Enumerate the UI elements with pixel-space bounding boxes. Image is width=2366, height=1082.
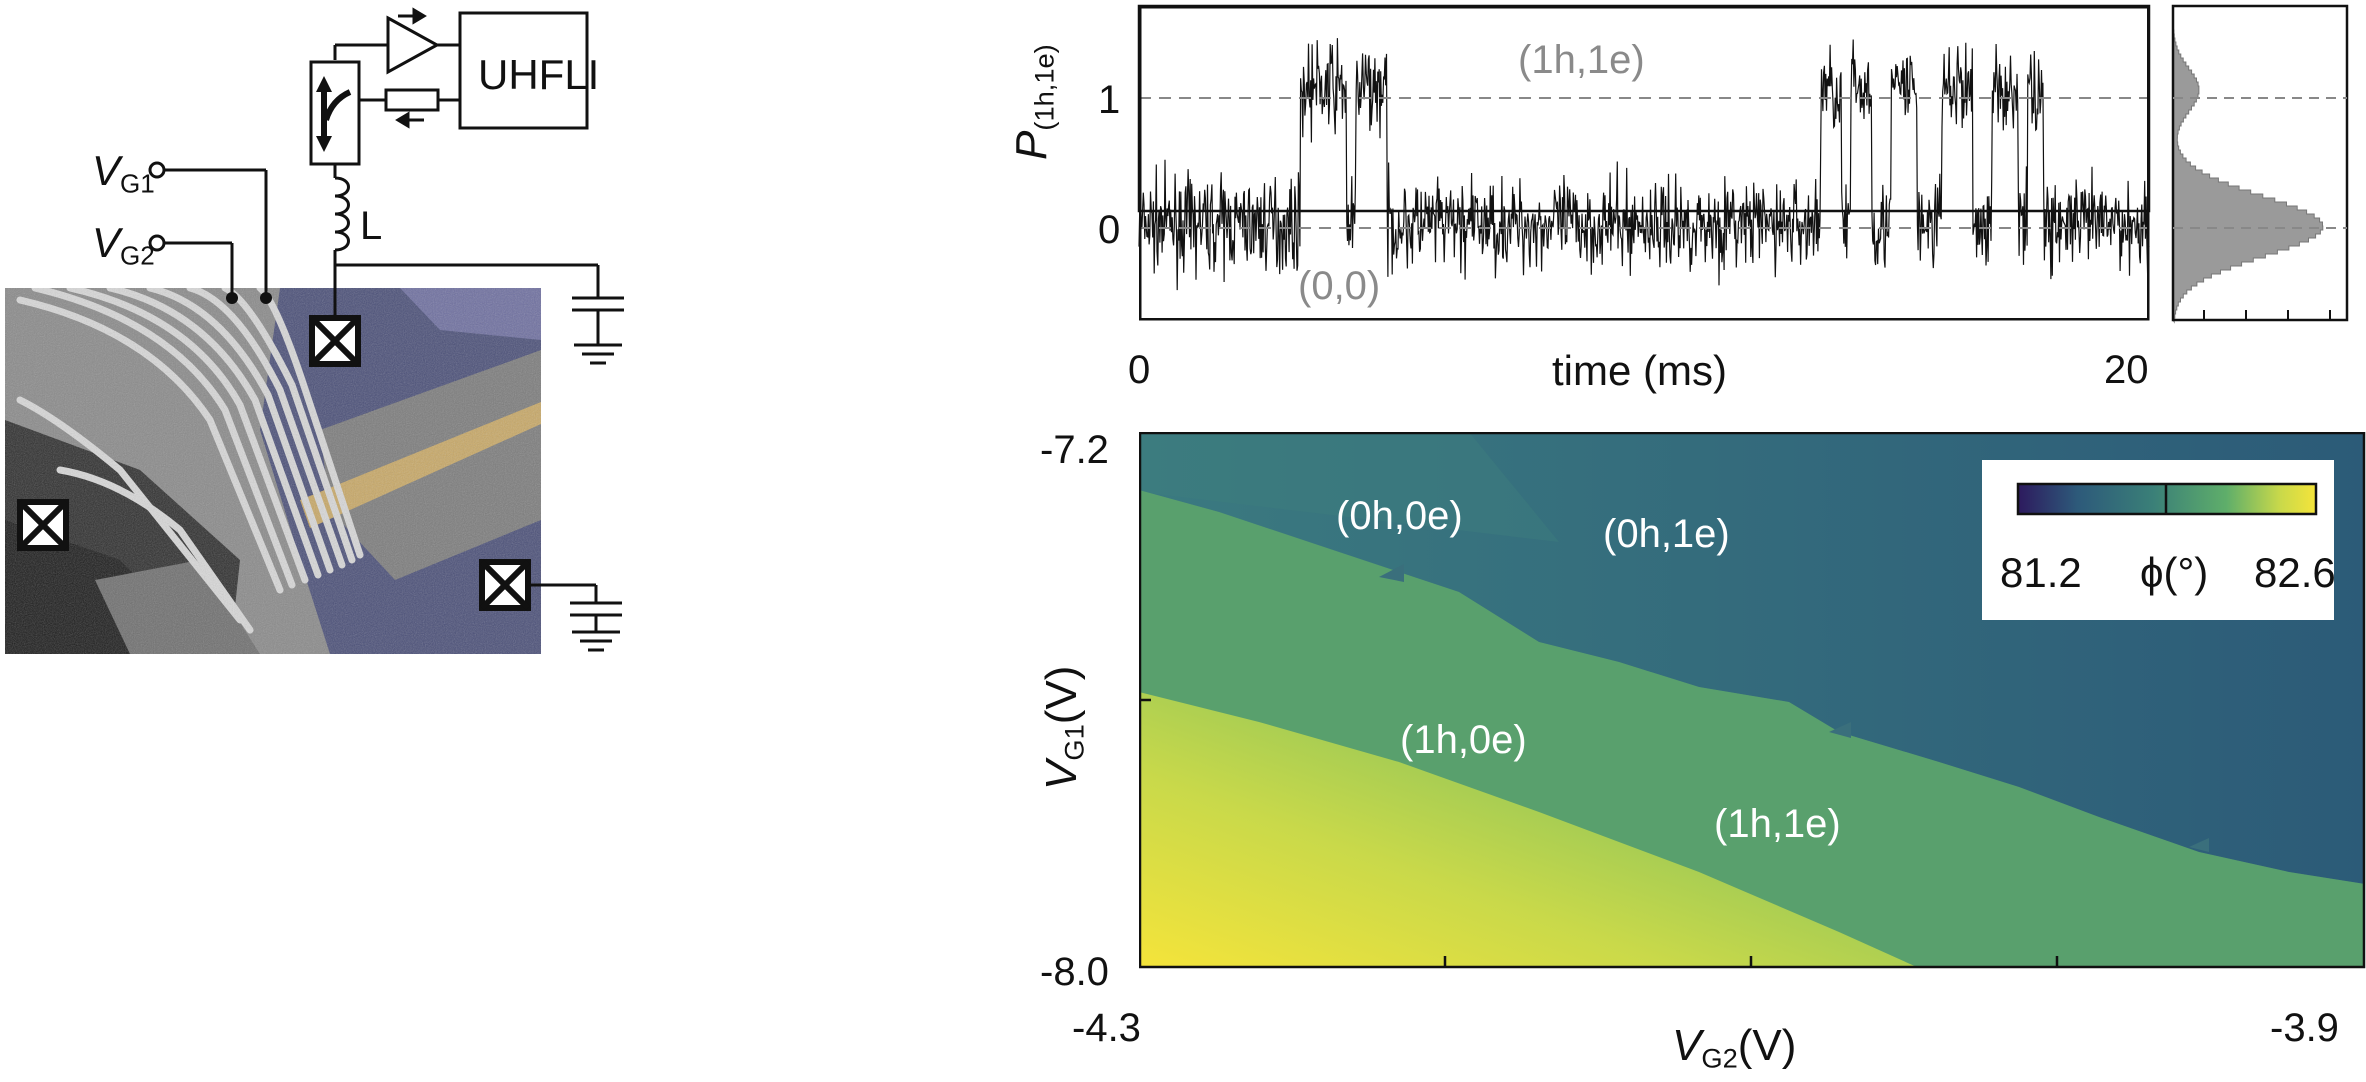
inductor-label: L	[360, 204, 383, 248]
colorbar-min: 81.2	[2000, 549, 2082, 596]
region-label-0h1e: (0h,1e)	[1603, 512, 1730, 556]
inductor-symbol	[334, 176, 350, 252]
contact-top	[309, 315, 361, 367]
map-ytick-bottom: -8.0	[1040, 950, 1109, 994]
gate1-label: VG1	[92, 147, 155, 199]
colorbar	[2016, 482, 2318, 516]
trace-ytick-0: 0	[1098, 208, 1121, 252]
uhfli-label: UHFLI	[478, 51, 600, 98]
trace-line	[1138, 38, 2150, 291]
trace-xtick-20: 20	[2104, 348, 2149, 392]
region-label-0h0e: (0h,0e)	[1336, 494, 1463, 538]
amplifier-symbol	[386, 15, 441, 75]
contact-left	[17, 499, 69, 551]
amplifier-arrow	[398, 7, 427, 25]
map-ytick-top: -7.2	[1040, 428, 1109, 472]
map-xtick-left: -4.3	[1072, 1006, 1141, 1050]
histogram	[2172, 6, 2324, 324]
histogram-frame	[2171, 4, 2349, 322]
trace-state-lower: (0,0)	[1298, 264, 1381, 308]
sem-image	[5, 288, 541, 654]
trace-state-upper: (1h,1e)	[1518, 38, 1645, 82]
region-label-1h1e: (1h,1e)	[1714, 802, 1841, 846]
device-schematic	[5, 7, 624, 654]
map-xlabel: VG2(V)	[1672, 1021, 1797, 1074]
attenuator-symbol	[384, 88, 440, 112]
stability-map	[1139, 432, 2365, 968]
attenuator-arrow	[395, 111, 424, 129]
trace-xlabel: time (ms)	[1552, 347, 1727, 394]
gate2-label: VG2	[92, 219, 155, 271]
trace-xtick-0: 0	[1128, 348, 1151, 392]
trace-frame	[1139, 6, 2150, 321]
map-xtick-right: -3.9	[2270, 1006, 2339, 1050]
trace-ylabel: P(1h,1e)	[1007, 44, 1060, 160]
trace-ytick-1: 1	[1098, 78, 1121, 122]
colorbar-max: 82.6	[2254, 549, 2336, 596]
gate1-terminal	[148, 161, 166, 179]
map-frame	[1139, 432, 2366, 969]
map-ylabel: VG1(V)	[1037, 665, 1090, 790]
capacitor-bottom	[570, 601, 622, 652]
uhfli-box	[458, 11, 589, 130]
circuit-wires	[164, 43, 600, 603]
gate2-terminal	[148, 234, 166, 252]
colorbar-label: ϕ(°)	[2140, 549, 2209, 596]
directional-coupler	[309, 60, 361, 166]
contact-right	[479, 559, 531, 611]
region-label-1h0e: (1h,0e)	[1400, 718, 1527, 762]
capacitor-top	[572, 296, 624, 365]
